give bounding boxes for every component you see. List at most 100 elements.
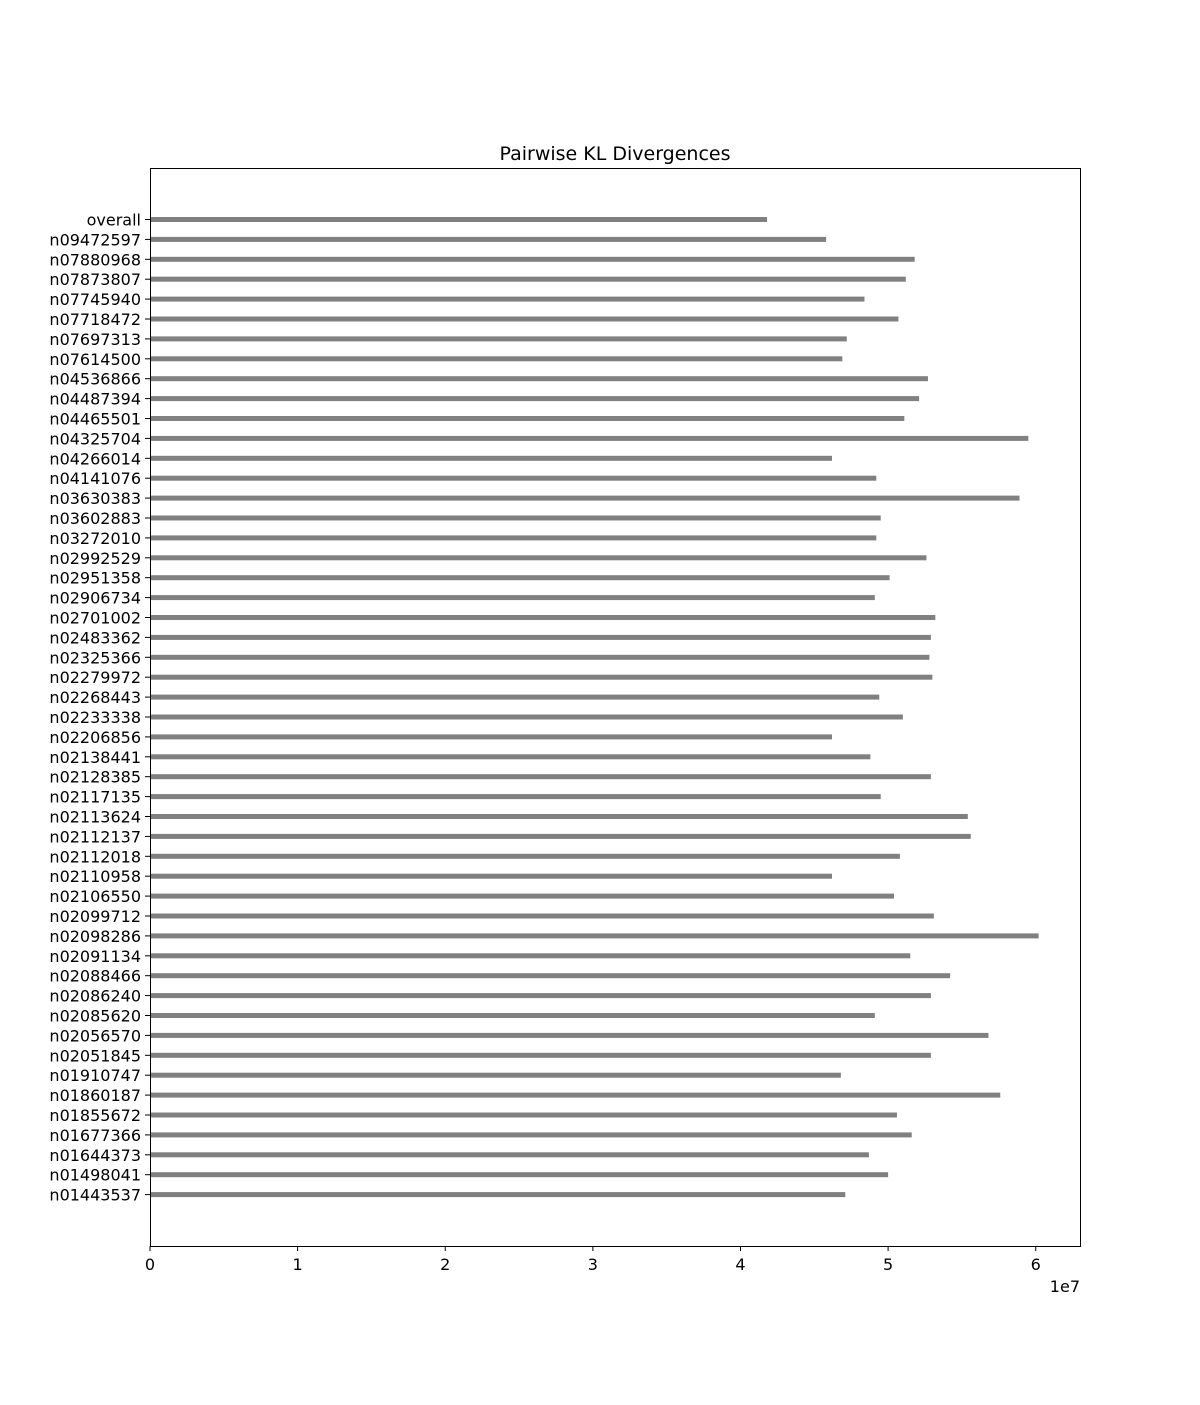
y-tick-label: n02098286 bbox=[49, 927, 141, 946]
bar-n02128385 bbox=[150, 774, 931, 780]
x-tick-label: 3 bbox=[588, 1255, 598, 1274]
y-tick-label: n02483362 bbox=[49, 628, 141, 647]
bar-n02085620 bbox=[150, 1013, 875, 1018]
bar-n02099712 bbox=[150, 913, 934, 919]
x-tick-label: 1 bbox=[293, 1255, 303, 1274]
bar-n04266014 bbox=[150, 455, 832, 461]
bar-n04536866 bbox=[150, 376, 928, 382]
bar-n02112137 bbox=[150, 833, 971, 839]
y-tick-label: n02056570 bbox=[49, 1026, 141, 1045]
bar-n02113624 bbox=[150, 814, 968, 819]
bar-n07718472 bbox=[150, 316, 899, 322]
bar-n01498041 bbox=[150, 1172, 889, 1178]
bar-n02091134 bbox=[150, 953, 911, 959]
y-tick-label: n07614500 bbox=[49, 350, 141, 369]
bar-n09472597 bbox=[150, 236, 827, 242]
y-tick-label: n02086240 bbox=[49, 987, 141, 1006]
y-tick-label: n02906734 bbox=[49, 589, 141, 608]
y-tick-label: n02088466 bbox=[49, 967, 141, 986]
y-tick-label: n02106550 bbox=[49, 887, 141, 906]
y-tick-label: n01860187 bbox=[49, 1086, 141, 1105]
bar-n02233338 bbox=[150, 714, 903, 720]
y-tick-label: n04266014 bbox=[49, 449, 141, 468]
bar-n02098286 bbox=[150, 933, 1039, 939]
y-tick-label: n04141076 bbox=[49, 469, 141, 488]
y-tick-label: n02128385 bbox=[49, 768, 141, 787]
y-tick-label: n03602883 bbox=[49, 509, 141, 528]
bar-n07614500 bbox=[150, 356, 843, 362]
y-tick-label: n02279972 bbox=[49, 668, 141, 687]
y-tick-label: n02112018 bbox=[49, 847, 141, 866]
y-tick-label: n07697313 bbox=[49, 330, 141, 349]
bar-n02106550 bbox=[150, 893, 894, 899]
bar-n01677366 bbox=[150, 1132, 912, 1138]
bar-n02051845 bbox=[150, 1052, 931, 1058]
x-tick-label: 6 bbox=[1031, 1255, 1041, 1274]
bar-n02483362 bbox=[150, 634, 931, 640]
y-tick-label: n02951358 bbox=[49, 569, 141, 588]
bar-n07745940 bbox=[150, 296, 865, 302]
y-tick-label: overall bbox=[87, 211, 141, 230]
y-tick-label: n07745940 bbox=[49, 290, 141, 309]
bar-overall bbox=[150, 217, 768, 222]
y-tick-label: n02051845 bbox=[49, 1046, 141, 1065]
x-tick-label: 2 bbox=[440, 1255, 450, 1274]
y-tick-label: n02091134 bbox=[49, 947, 141, 966]
bar-n02117135 bbox=[150, 794, 881, 800]
bar-n02110958 bbox=[150, 873, 832, 879]
y-tick-label: n07880968 bbox=[49, 250, 141, 269]
y-tick-label: n04536866 bbox=[49, 370, 141, 389]
bar-n01443537 bbox=[150, 1192, 846, 1198]
y-tick-label: n02325366 bbox=[49, 648, 141, 667]
y-tick-label: n04325704 bbox=[49, 429, 141, 448]
bar-n02206856 bbox=[150, 734, 832, 740]
bar-n02138441 bbox=[150, 754, 871, 760]
y-tick-label: n03630383 bbox=[49, 489, 141, 508]
y-tick-label: n03272010 bbox=[49, 529, 141, 548]
bar-n03602883 bbox=[150, 515, 881, 521]
y-tick-label: n07873807 bbox=[49, 270, 141, 289]
y-tick-label: n02112137 bbox=[49, 827, 141, 846]
bar-n04141076 bbox=[150, 475, 877, 481]
bar-n02325366 bbox=[150, 654, 930, 660]
bar-n02056570 bbox=[150, 1032, 989, 1038]
chart-title: Pairwise KL Divergences bbox=[499, 143, 730, 165]
y-tick-label: n02233338 bbox=[49, 708, 141, 727]
bar-n02992529 bbox=[150, 555, 927, 561]
y-tick-label: n02085620 bbox=[49, 1007, 141, 1026]
y-tick-label: n02113624 bbox=[49, 808, 141, 827]
bar-n03630383 bbox=[150, 495, 1020, 501]
x-tick-label: 4 bbox=[735, 1255, 745, 1274]
bar-n01860187 bbox=[150, 1092, 1001, 1098]
bars-layer bbox=[150, 217, 1039, 1198]
x-tick-label: 0 bbox=[145, 1255, 155, 1274]
bar-n02701002 bbox=[150, 615, 936, 620]
bar-n01644373 bbox=[150, 1152, 869, 1158]
y-tick-label: n02206856 bbox=[49, 728, 141, 747]
bar-n01855672 bbox=[150, 1112, 897, 1118]
y-tick-label: n02992529 bbox=[49, 549, 141, 568]
bar-n02951358 bbox=[150, 575, 890, 581]
y-tick-label: n01498041 bbox=[49, 1166, 141, 1185]
y-tick-label: n01677366 bbox=[49, 1126, 141, 1145]
bar-n07873807 bbox=[150, 276, 906, 282]
x-tick-label: 5 bbox=[883, 1255, 893, 1274]
y-axis: overalln09472597n07880968n07873807n07745… bbox=[49, 211, 150, 1205]
y-tick-label: n02117135 bbox=[49, 788, 141, 807]
bar-n01910747 bbox=[150, 1072, 841, 1078]
bar-n02268443 bbox=[150, 694, 880, 700]
x-axis: 0 1 2 3 4 5 6 bbox=[145, 1246, 1041, 1274]
y-tick-label: n04487394 bbox=[49, 390, 141, 409]
bar-n03272010 bbox=[150, 535, 877, 541]
bar-n02906734 bbox=[150, 595, 875, 601]
y-tick-label: n01855672 bbox=[49, 1106, 141, 1125]
y-tick-label: n02701002 bbox=[49, 609, 141, 628]
y-tick-label: n04465501 bbox=[49, 410, 141, 429]
bar-n02279972 bbox=[150, 674, 933, 680]
y-tick-label: n09472597 bbox=[49, 230, 141, 249]
bar-n02086240 bbox=[150, 993, 931, 999]
bar-n07880968 bbox=[150, 256, 915, 262]
bar-n02088466 bbox=[150, 973, 951, 979]
